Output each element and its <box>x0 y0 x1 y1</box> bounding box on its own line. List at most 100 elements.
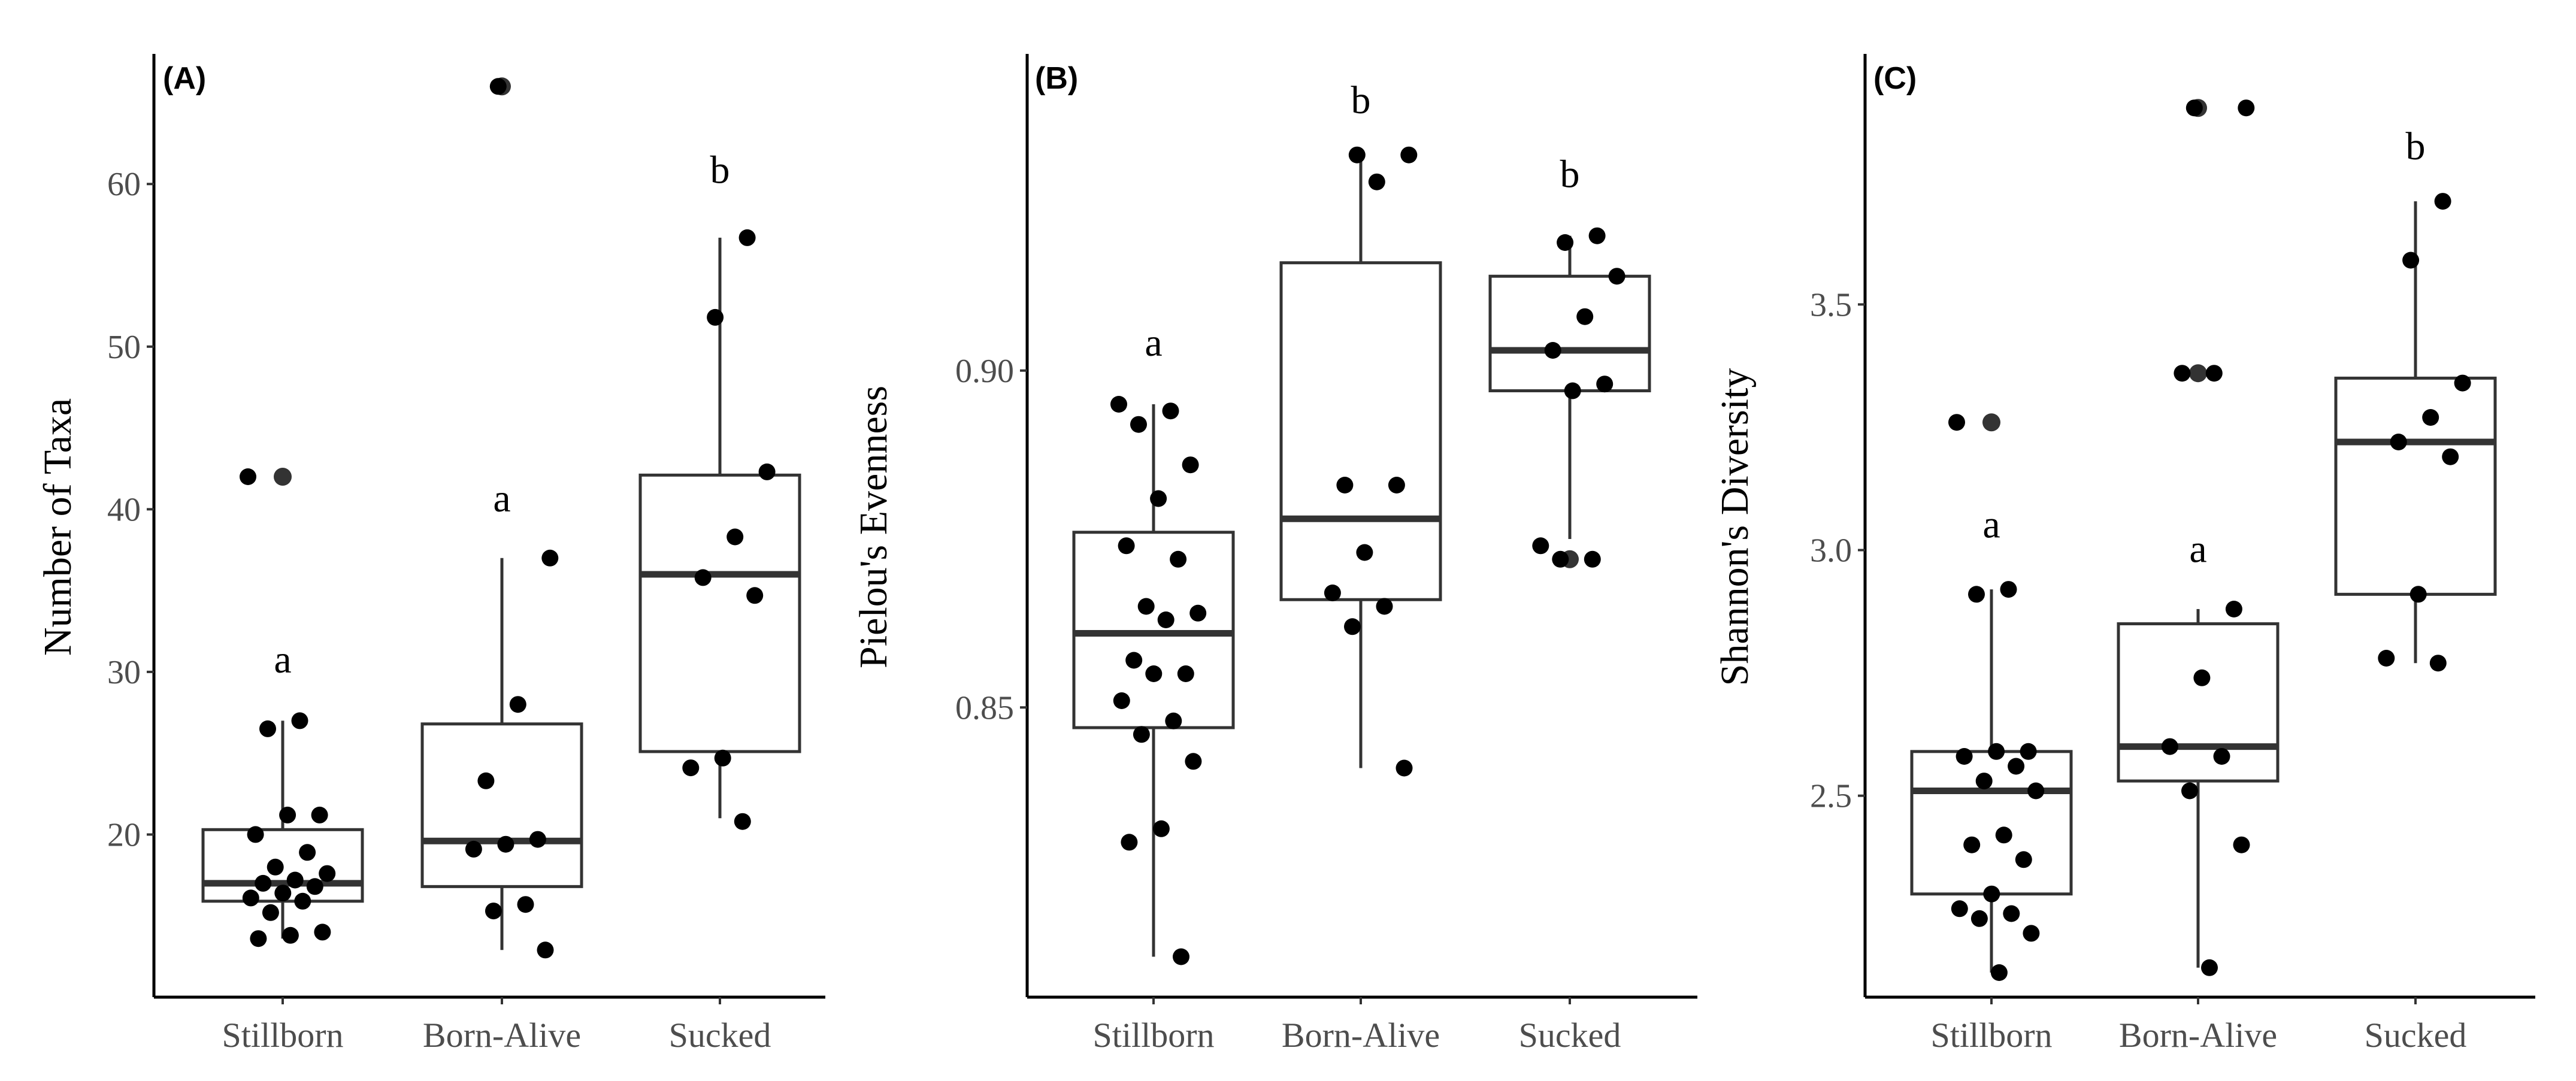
data-point <box>1182 456 1199 474</box>
y-tick-label: 50 <box>107 329 141 366</box>
y-axis-title: Shannon's Diversity <box>1713 368 1757 686</box>
y-tick-label: 20 <box>107 816 141 853</box>
box-body <box>1488 274 1651 392</box>
data-point <box>2193 669 2211 686</box>
data-point <box>1596 376 1614 393</box>
data-point <box>707 308 724 326</box>
data-point <box>758 463 776 480</box>
data-point <box>2454 374 2471 392</box>
data-point <box>1118 537 1135 555</box>
data-point <box>541 549 559 567</box>
data-point <box>2008 758 2025 775</box>
data-point <box>1400 146 1418 163</box>
data-point <box>682 759 700 777</box>
x-tick-label: Born-Alive <box>1282 1016 1440 1055</box>
plot-layer: 2.5 3.0 3.5 Stillborn Born-Alive Sucked a a b <box>1810 54 2535 1055</box>
significance-letter: a <box>274 638 291 682</box>
data-point <box>485 903 502 920</box>
outlier-point <box>2189 364 2207 383</box>
plot-layer: 20 30 40 50 60 Stillborn Born-Alive Sucked a a b <box>107 54 825 1055</box>
data-point <box>274 885 292 902</box>
data-point <box>1324 585 1341 601</box>
box-body <box>638 473 801 753</box>
x-tick-label: Born-Alive <box>2119 1016 2277 1055</box>
x-tick-label: Born-Alive <box>423 1016 581 1055</box>
box-body <box>2334 376 2497 596</box>
data-point <box>2185 99 2203 117</box>
data-point <box>1557 234 1574 251</box>
data-point <box>2161 738 2178 755</box>
data-point <box>1121 834 1138 851</box>
box-body <box>1910 750 2073 896</box>
box-sucked <box>1488 235 1651 568</box>
panel-label: (B) <box>1035 61 1078 96</box>
data-point <box>306 878 323 895</box>
data-point <box>2409 586 2427 603</box>
data-point <box>1133 726 1150 743</box>
data-point <box>319 865 336 882</box>
data-point <box>1145 665 1163 682</box>
outlier-point <box>1982 413 2000 432</box>
data-point <box>694 569 712 586</box>
data-point <box>1130 416 1147 433</box>
data-point <box>2181 782 2198 800</box>
significance-letter: b <box>1351 78 1371 122</box>
data-point <box>1983 885 2000 903</box>
data-point <box>240 468 256 485</box>
data-point <box>1970 910 1988 927</box>
y-tick-label: 40 <box>107 491 141 528</box>
data-point <box>727 528 744 546</box>
data-point <box>2174 365 2191 382</box>
data-point <box>1990 964 2008 981</box>
data-point <box>2023 925 2040 942</box>
data-point <box>2442 448 2459 465</box>
data-point <box>2027 782 2045 800</box>
data-point <box>1189 604 1207 622</box>
y-tick-label: 0.90 <box>955 353 1014 390</box>
plot-layer: 0.85 0.90 Stillborn Born-Alive Sucked a b b <box>955 54 1697 1055</box>
data-point <box>242 889 259 907</box>
y-tick-label: 3.0 <box>1810 532 1852 570</box>
data-point <box>1564 382 1581 399</box>
data-point <box>1608 268 1625 285</box>
box-stillborn <box>1072 404 1235 957</box>
y-axis-title: Pielou's Evenness <box>852 386 895 668</box>
data-point <box>1137 598 1155 615</box>
significance-letter: a <box>2189 528 2206 571</box>
data-point <box>1165 712 1182 729</box>
data-point <box>1963 836 1981 853</box>
data-point <box>1152 820 1170 837</box>
data-point <box>1544 342 1561 359</box>
data-point <box>1356 544 1373 561</box>
data-point <box>1975 773 1993 790</box>
data-point <box>2213 748 2230 765</box>
data-point <box>1388 477 1405 493</box>
y-tick-label: 0.85 <box>955 689 1014 726</box>
data-point <box>1177 665 1194 682</box>
significance-letter: b <box>1560 153 1580 196</box>
data-point <box>1336 477 1354 493</box>
data-point <box>1552 550 1569 568</box>
data-point <box>1110 396 1127 413</box>
significance-letter: b <box>2406 125 2426 168</box>
data-point <box>262 904 279 921</box>
x-tick-label: Sucked <box>2365 1016 2467 1055</box>
data-point <box>1995 826 2012 844</box>
data-point <box>2201 959 2218 976</box>
data-point <box>247 826 264 843</box>
x-tick-label: Stillborn <box>222 1016 343 1055</box>
data-point <box>2015 851 2032 868</box>
x-tick-label: Stillborn <box>1930 1016 2052 1055</box>
data-point <box>2434 193 2451 210</box>
data-point <box>1584 550 1601 568</box>
data-point <box>1150 490 1167 507</box>
data-point <box>1532 537 1549 555</box>
data-point <box>1968 586 1985 603</box>
y-axis-title: Number of Taxa <box>36 398 80 656</box>
data-point <box>279 806 296 823</box>
y-tick-label: 3.5 <box>1810 286 1852 323</box>
significance-letter: b <box>710 149 730 192</box>
data-point <box>2003 905 2020 922</box>
panel-a: (A) Number of Taxa 20 30 40 50 60 Stillborn Bo… <box>36 54 825 1055</box>
